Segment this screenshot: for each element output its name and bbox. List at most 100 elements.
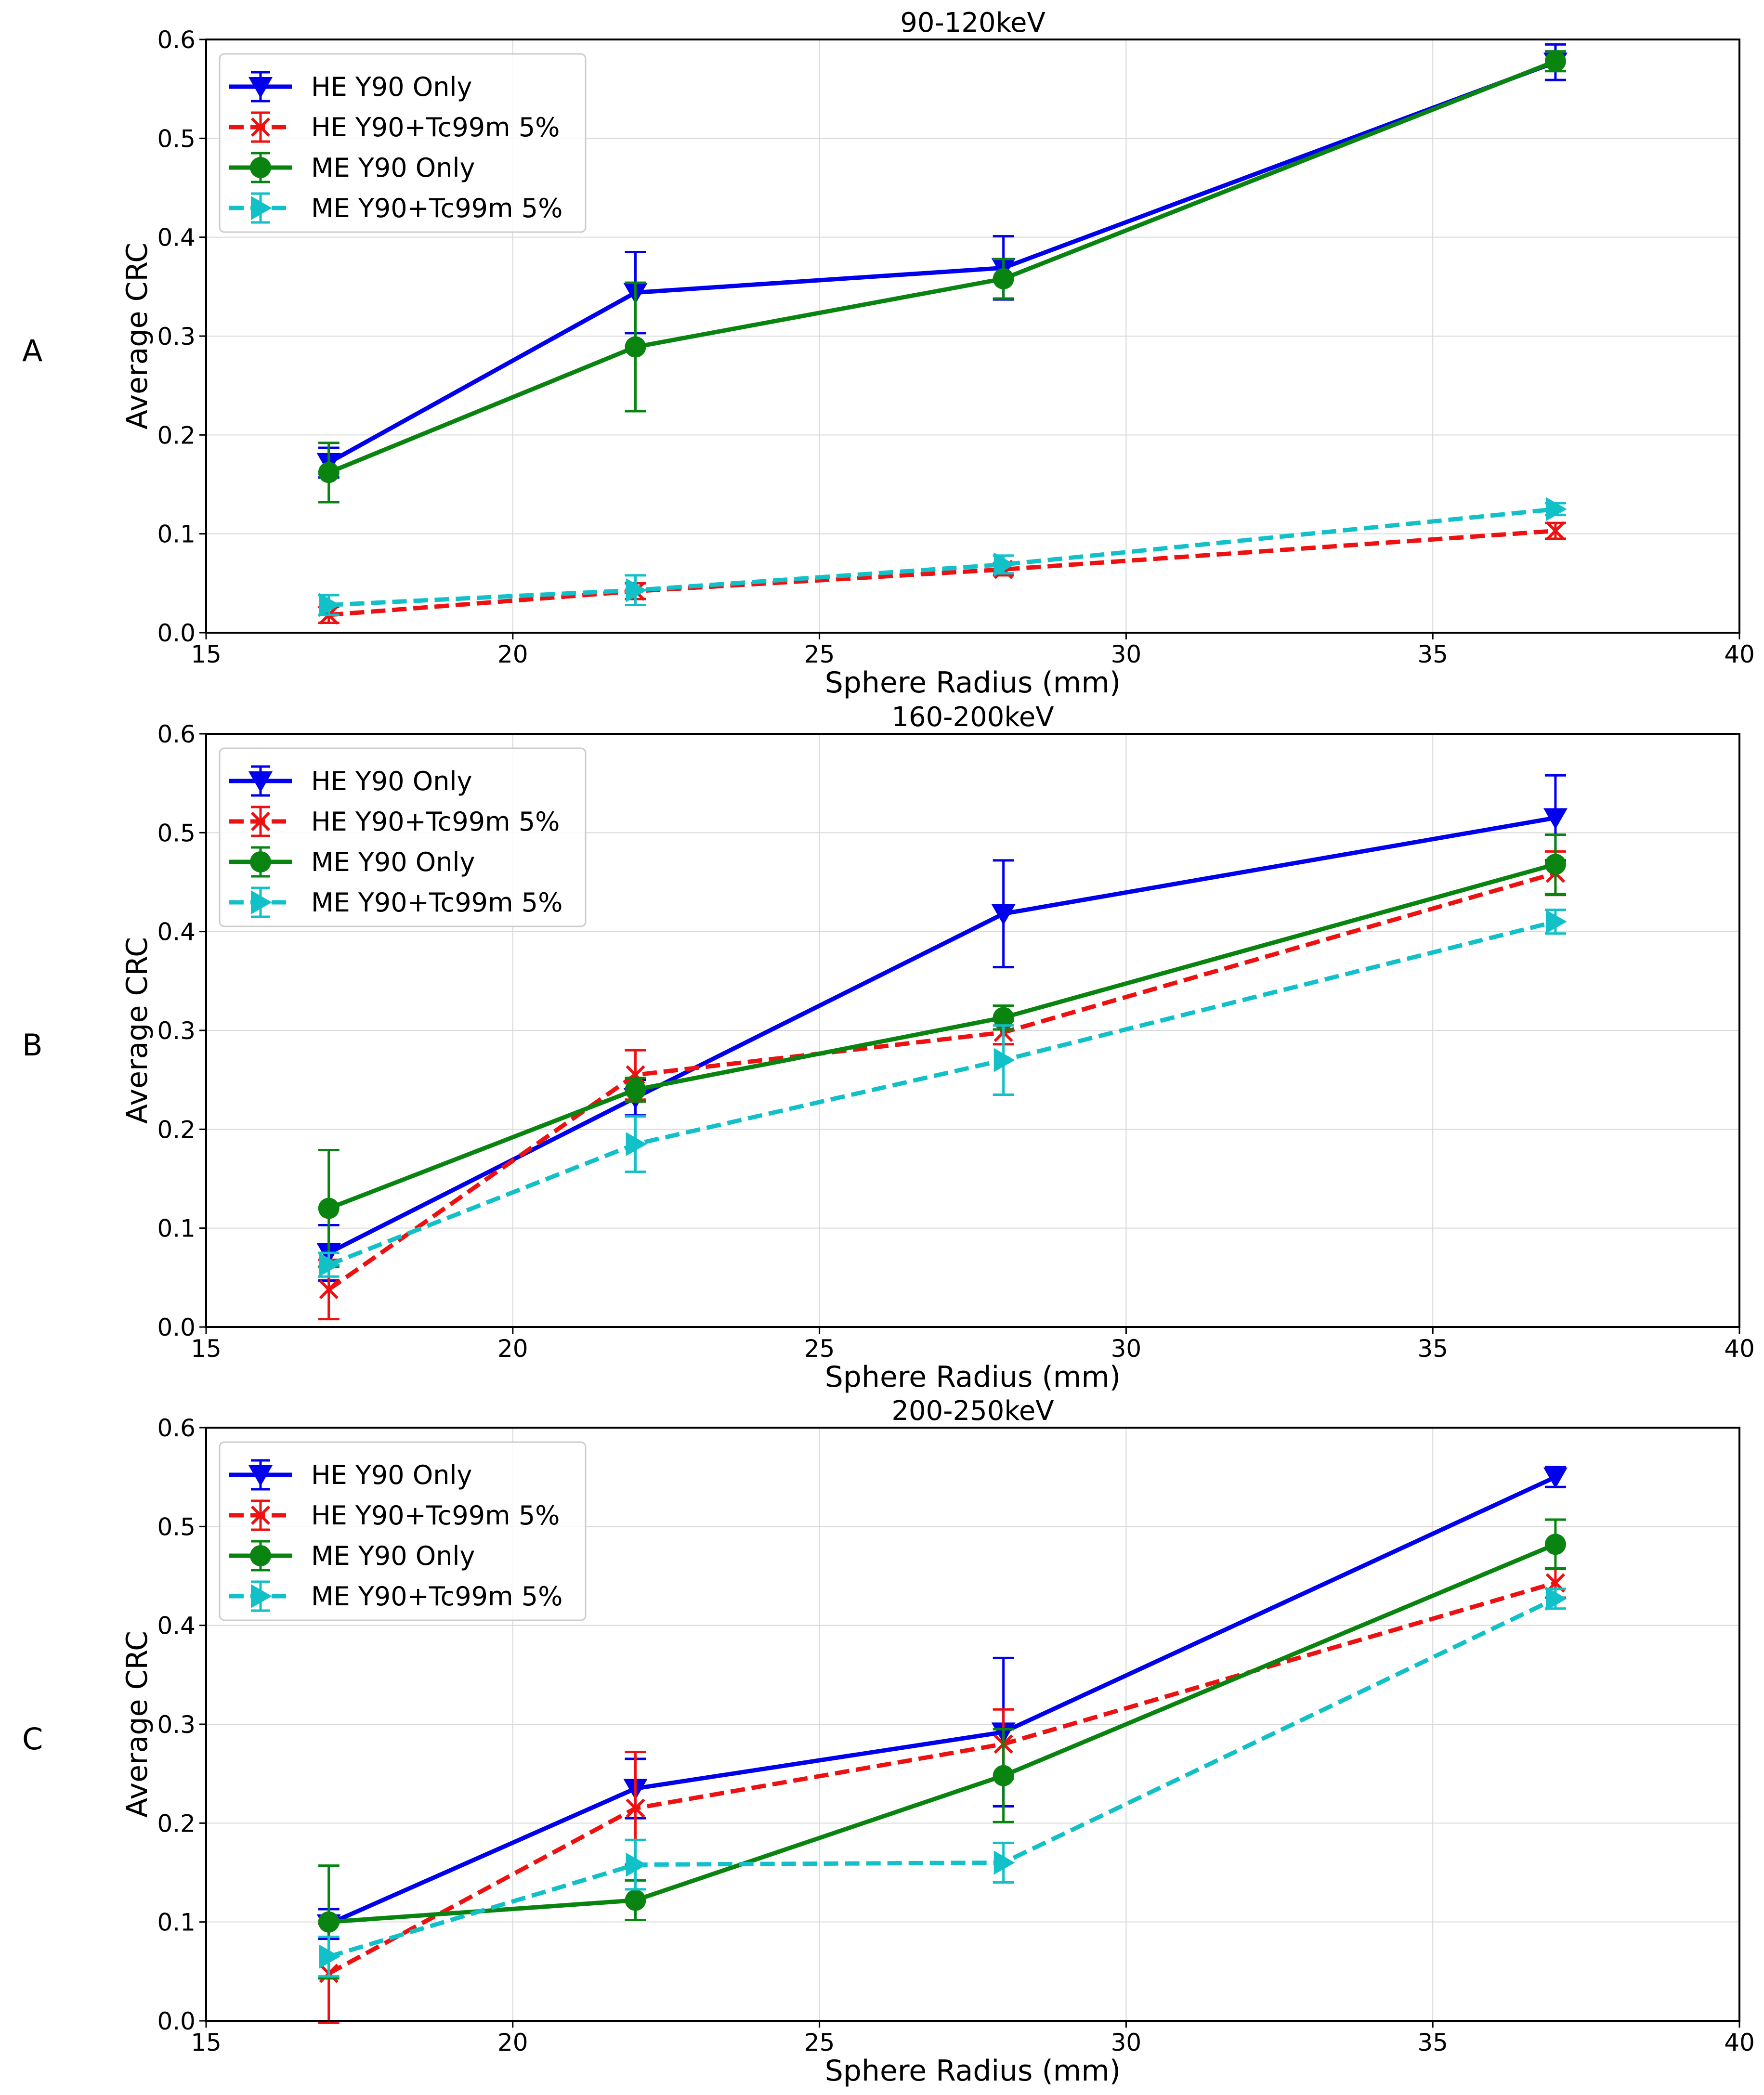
data-point (1544, 51, 1566, 72)
data-point (625, 1079, 646, 1101)
panel-letter: C (22, 1721, 43, 1757)
x-tick-label: 35 (1417, 2029, 1448, 2056)
legend-label: HE Y90+Tc99m 5% (311, 1500, 560, 1531)
legend-label: ME Y90+Tc99m 5% (311, 1581, 562, 1612)
legend-label: HE Y90+Tc99m 5% (311, 807, 560, 837)
legend-label: ME Y90+Tc99m 5% (311, 193, 562, 223)
legend: HE Y90 Only HE Y90+Tc99m 5% ME Y90 Only ME … (219, 1441, 587, 1621)
data-point (626, 1065, 645, 1085)
y-tick-label: 0.6 (157, 1414, 196, 1442)
panel-letter: A (22, 333, 42, 368)
series-line (328, 529, 1556, 617)
x-tick-label: 30 (1111, 1335, 1142, 1363)
x-tick-label: 35 (1417, 640, 1448, 668)
data-point (626, 1132, 647, 1157)
legend-marker (251, 890, 272, 914)
series-line (328, 862, 1556, 1210)
x-tick-label: 20 (497, 1335, 528, 1363)
legend-marker (251, 196, 272, 220)
legend-marker (250, 1545, 271, 1566)
y-tick-label: 0.2 (157, 421, 196, 449)
data-point (319, 1279, 339, 1300)
chart-title: 90-120keV (900, 7, 1045, 39)
y-axis-label: Average CRC (120, 1631, 154, 1818)
data-point (1544, 854, 1566, 875)
series-line (328, 1597, 1556, 1959)
y-tick-label: 0.3 (157, 323, 196, 351)
plot-frame (205, 733, 1740, 1328)
data-point (319, 1252, 340, 1277)
legend-box (219, 1441, 587, 1621)
legend-marker (248, 1465, 273, 1486)
data-point (993, 1850, 1015, 1875)
x-tick-label: 40 (1724, 1335, 1755, 1363)
y-tick-label: 0.5 (157, 819, 196, 847)
data-point (993, 1765, 1014, 1786)
data-point (319, 1944, 340, 1969)
chart-title: 160-200keV (891, 702, 1054, 733)
data-point (993, 268, 1014, 289)
y-tick-label: 0.0 (157, 619, 196, 647)
x-tick-label: 20 (497, 640, 528, 668)
x-tick-label: 15 (191, 640, 222, 668)
data-point (318, 1911, 340, 1933)
series-line (328, 919, 1556, 1267)
data-point (625, 336, 646, 358)
y-tick-label: 0.2 (157, 1809, 196, 1837)
y-tick-label: 0.6 (157, 720, 196, 748)
series-line (327, 1475, 1556, 1926)
legend-marker (250, 157, 271, 178)
plot-frame (205, 39, 1740, 634)
x-tick-label: 30 (1111, 2029, 1142, 2056)
data-point (1545, 497, 1567, 521)
data-point (625, 1889, 646, 1911)
data-point (1545, 521, 1566, 541)
data-point (626, 578, 647, 602)
series-line (328, 59, 1556, 475)
y-tick-label: 0.3 (157, 1017, 196, 1045)
series-me-y90-tc99m-5- (318, 497, 1567, 617)
series-me-y90-tc99m-5- (318, 908, 1567, 1278)
y-tick-label: 0.3 (157, 1711, 196, 1739)
x-tick-label: 15 (191, 2029, 222, 2056)
data-point (993, 1007, 1014, 1028)
x-tick-label: 15 (191, 1335, 222, 1363)
chart-panel-c: C 15 20 25 30 35 40 0.0 0.1 0.2 0.3 0.4 0.5 0.6 200-25… (22, 1395, 1755, 2088)
x-tick-label: 25 (804, 1335, 835, 1363)
legend-marker (250, 1505, 271, 1525)
legend-label: ME Y90+Tc99m 5% (311, 887, 562, 918)
legend-box (219, 747, 587, 927)
series-line (328, 507, 1556, 608)
series-me-y90-only (318, 50, 1566, 504)
y-tick-label: 0.0 (157, 2007, 196, 2035)
data-point (319, 593, 340, 617)
data-point (626, 1852, 647, 1877)
y-tick-label: 0.5 (157, 1513, 196, 1541)
x-tick-label: 35 (1417, 1335, 1448, 1363)
legend-marker (248, 771, 273, 793)
legend-label: ME Y90 Only (311, 153, 475, 183)
data-point (1543, 1467, 1568, 1489)
legend-label: ME Y90 Only (311, 847, 475, 877)
legend-label: ME Y90 Only (311, 1541, 475, 1571)
series-me-y90-only (318, 833, 1566, 1268)
x-tick-label: 20 (497, 2029, 528, 2056)
x-axis-label: Sphere Radius (mm) (825, 1360, 1121, 1394)
y-axis-label: Average CRC (120, 243, 154, 429)
y-tick-label: 0.4 (157, 1612, 196, 1640)
x-tick-label: 25 (804, 640, 835, 668)
legend-marker (251, 1584, 272, 1608)
legend-marker (250, 851, 271, 872)
data-point (993, 1048, 1015, 1072)
x-tick-label: 25 (804, 2029, 835, 2056)
x-axis-label: Sphere Radius (mm) (825, 666, 1121, 700)
y-tick-label: 0.2 (157, 1116, 196, 1144)
chart-panel-a: A 15 20 25 30 35 40 0.0 0.1 0.2 0.3 0.4 0.5 0.6 90-120… (22, 7, 1755, 700)
chart-panel-b: B 15 20 25 30 35 40 0.0 0.1 0.2 0.3 0.4 0.5 0.6 160-20… (22, 702, 1755, 1394)
data-point (1545, 910, 1567, 934)
legend-marker (250, 117, 271, 137)
data-point (993, 552, 1015, 577)
x-tick-label: 40 (1724, 2029, 1755, 2056)
legend-label: HE Y90 Only (311, 766, 472, 796)
data-point (991, 904, 1016, 925)
